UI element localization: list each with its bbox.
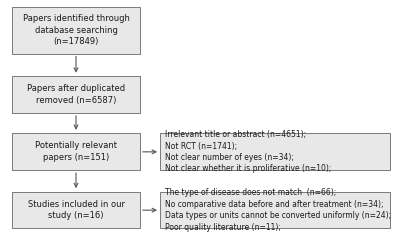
Text: Potentially relevant
papers (n=151): Potentially relevant papers (n=151) [35,142,117,162]
Text: Papers after duplicated
removed (n=6587): Papers after duplicated removed (n=6587) [27,84,125,105]
FancyBboxPatch shape [12,76,140,113]
FancyBboxPatch shape [12,192,140,228]
FancyBboxPatch shape [12,7,140,54]
Text: Papers identified through
database searching
(n=17849): Papers identified through database searc… [22,14,130,46]
FancyBboxPatch shape [12,133,140,170]
FancyBboxPatch shape [160,192,390,228]
FancyBboxPatch shape [160,133,390,170]
Text: The type of disease does not match  (n=66);
No comparative data before and after: The type of disease does not match (n=66… [165,188,391,232]
Text: Irrelevant title or abstract (n=4651);
Not RCT (n=1741);
Not clear number of eye: Irrelevant title or abstract (n=4651); N… [165,130,331,174]
Text: Studies included in our
study (n=16): Studies included in our study (n=16) [28,200,124,220]
